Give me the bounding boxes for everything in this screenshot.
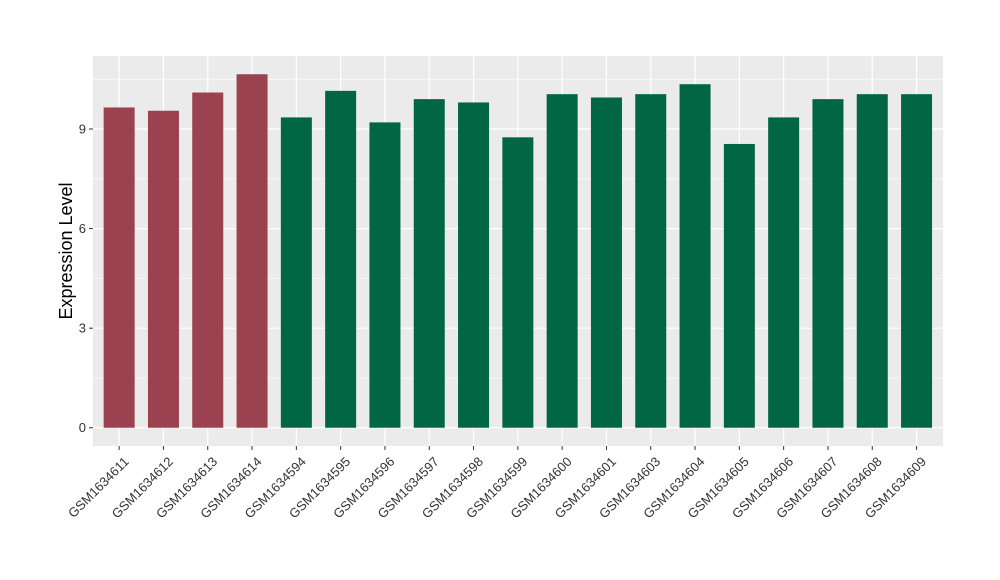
bars	[103, 74, 933, 428]
y-tick-label: 3	[79, 321, 86, 336]
y-tick-label: 0	[79, 420, 86, 435]
bar-gsm1634603	[635, 94, 667, 428]
bar-gsm1634595	[325, 90, 357, 428]
bar-gsm1634612	[147, 110, 179, 428]
bar-gsm1634596	[369, 122, 401, 428]
bar-gsm1634594	[280, 117, 312, 428]
bar-gsm1634605	[723, 143, 755, 428]
bar-gsm1634609	[901, 94, 933, 428]
bar-gsm1634608	[856, 94, 888, 428]
bar-gsm1634604	[679, 84, 711, 428]
y-tick-label: 6	[79, 221, 86, 236]
bar-gsm1634613	[192, 92, 224, 428]
x-axis: GSM1634611GSM1634612GSM1634613GSM1634614…	[65, 446, 929, 521]
bar-gsm1634601	[590, 97, 622, 428]
bar-gsm1634600	[546, 94, 578, 428]
bar-gsm1634599	[502, 137, 534, 428]
bar-gsm1634607	[812, 99, 844, 428]
bar-gsm1634597	[413, 99, 445, 428]
y-axis-title: Expression Level	[56, 182, 76, 319]
y-axis: 0 3 6 9	[79, 122, 93, 435]
bar-gsm1634614	[236, 74, 268, 428]
bar-gsm1634598	[458, 102, 490, 428]
y-tick-label: 9	[79, 122, 86, 137]
bar-gsm1634611	[103, 107, 135, 428]
bar-gsm1634606	[768, 117, 800, 428]
